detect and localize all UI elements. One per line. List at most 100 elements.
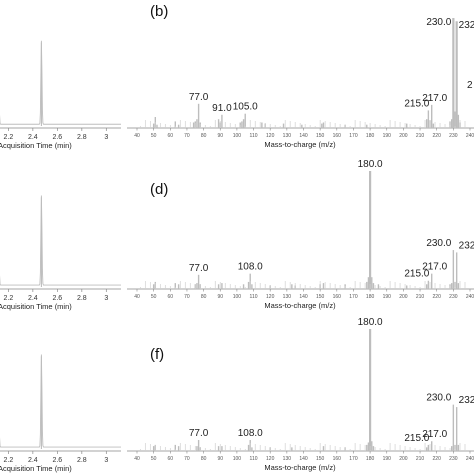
x-tick-label: 150 <box>316 133 325 139</box>
peak-annotation: 232.0 <box>459 395 474 406</box>
mass-spectrum-panel: 40 50 60 70 80 90 100 110 120 130 140 150 160 170 180 1… <box>127 159 474 310</box>
x-tick-label: 3 <box>104 295 108 302</box>
x-tick-label: 200 <box>399 456 408 462</box>
x-tick-label: 170 <box>349 294 358 300</box>
x-tick-label: 2.4 <box>28 134 38 141</box>
x-tick-label: 2.8 <box>77 457 87 464</box>
x-tick-label: 60 <box>168 456 174 462</box>
x-tick-label: 190 <box>383 456 392 462</box>
x-tick-label: 190 <box>383 133 392 139</box>
x-tick-label: 80 <box>201 456 207 462</box>
peak-annotation: 108.0 <box>238 428 263 439</box>
panel-label: (b) <box>150 3 168 20</box>
x-tick-label: 210 <box>416 456 425 462</box>
x-tick-label: 140 <box>299 456 308 462</box>
x-tick-label: 170 <box>349 456 358 462</box>
x-tick-label: 230 <box>449 456 458 462</box>
x-tick-label: 240 <box>466 456 474 462</box>
chromatogram-panel: 2.2 2.4 2.6 2.8 3 Acquisition Time (min) <box>0 195 121 311</box>
x-tick-label: 50 <box>151 294 157 300</box>
x-tick-label: 160 <box>333 133 342 139</box>
x-tick-label: 200 <box>399 133 408 139</box>
peak-annotation: 77.0 <box>189 428 209 439</box>
x-tick-label: 210 <box>416 133 425 139</box>
x-tick-label: 40 <box>134 133 140 139</box>
x-tick-label: 90 <box>217 456 223 462</box>
x-tick-label: 190 <box>383 294 392 300</box>
x-tick-label: 60 <box>168 294 174 300</box>
x-tick-label: 120 <box>266 456 275 462</box>
x-tick-label: 150 <box>316 294 325 300</box>
x-tick-label: 50 <box>151 133 157 139</box>
x-tick-label: 130 <box>283 294 292 300</box>
peak-annotation: 215.0 <box>404 269 429 280</box>
peak-annotation: 180.0 <box>358 159 383 170</box>
x-tick-label: 90 <box>217 294 223 300</box>
x-tick-label: 2.6 <box>52 295 62 302</box>
x-tick-label: 2.6 <box>52 134 62 141</box>
x-tick-label: 240 <box>466 133 474 139</box>
x-tick-label: 220 <box>433 456 442 462</box>
chromatogram-trace <box>0 195 121 286</box>
chromatogram-trace <box>0 354 121 448</box>
x-tick-label: 160 <box>333 294 342 300</box>
x-tick-label: 2.4 <box>28 457 38 464</box>
peak-annotation: 217.0 <box>422 93 447 104</box>
x-axis-title: Acquisition Time (min) <box>0 464 72 473</box>
peak-annotation: 215.0 <box>404 433 429 444</box>
mass-spectrum-panel: 40 50 60 70 80 90 100 110 120 130 140 150 160 170 180 1… <box>127 317 474 472</box>
peak-annotation: 217.0 <box>422 262 447 273</box>
x-tick-label: 100 <box>233 294 242 300</box>
x-tick-label: 3 <box>104 457 108 464</box>
panel-label: (d) <box>150 181 168 198</box>
x-tick-label: 40 <box>134 294 140 300</box>
peak-annotation: 108.0 <box>238 262 263 273</box>
x-tick-label: 80 <box>201 294 207 300</box>
x-tick-label: 120 <box>266 133 275 139</box>
mass-spectrum-panel: 40 50 60 70 80 90 100 110 120 130 140 150 160 170 180 1… <box>127 3 474 149</box>
x-tick-label: 70 <box>184 456 190 462</box>
x-tick-label: 60 <box>168 133 174 139</box>
x-tick-label: 220 <box>433 294 442 300</box>
x-tick-label: 230 <box>449 133 458 139</box>
x-tick-label: 180 <box>366 133 375 139</box>
x-tick-label: 100 <box>233 456 242 462</box>
x-tick-label: 160 <box>333 456 342 462</box>
x-tick-label: 120 <box>266 294 275 300</box>
x-tick-label: 2.2 <box>3 295 13 302</box>
x-tick-label: 90 <box>217 133 223 139</box>
x-tick-label: 2.4 <box>28 295 38 302</box>
chromatogram-panel: 2.2 2.4 2.6 2.8 3 Acquisition Time (min) <box>0 354 121 473</box>
x-tick-label: 2.8 <box>77 134 87 141</box>
x-tick-label: 170 <box>349 133 358 139</box>
x-tick-label: 150 <box>316 456 325 462</box>
x-tick-label: 200 <box>399 294 408 300</box>
x-tick-label: 2.2 <box>3 134 13 141</box>
x-axis-title: Mass-to-charge (m/z) <box>264 301 336 310</box>
peak-annotation: 230.0 <box>426 17 451 28</box>
peak-annotation: 180.0 <box>358 317 383 328</box>
peak-annotation: 232.0 <box>459 20 474 31</box>
x-axis-title: Mass-to-charge (m/z) <box>264 463 336 472</box>
x-tick-label: 2.2 <box>3 457 13 464</box>
peak-annotation: 91.0 <box>212 103 232 114</box>
x-tick-label: 110 <box>250 133 258 139</box>
peak-annotation: 230.0 <box>426 238 451 249</box>
peak-annotation: 232.0 <box>459 240 474 251</box>
peak-annotation: 215.0 <box>404 98 429 109</box>
x-tick-label: 3 <box>104 134 108 141</box>
x-tick-label: 240 <box>466 294 474 300</box>
x-axis-title: Acquisition Time (min) <box>0 302 72 311</box>
peak-annotation: 217.0 <box>422 429 447 440</box>
x-tick-label: 220 <box>433 133 442 139</box>
chromatogram-panel: 2.2 2.4 2.6 2.8 3 Acquisition Time (min) <box>0 40 121 150</box>
peak-annotation: 77.0 <box>189 92 209 103</box>
x-tick-label: 140 <box>299 133 308 139</box>
x-tick-label: 130 <box>283 133 292 139</box>
x-tick-label: 70 <box>184 133 190 139</box>
x-axis-title: Acquisition Time (min) <box>0 141 72 150</box>
x-tick-label: 2.8 <box>77 295 87 302</box>
x-tick-label: 180 <box>366 456 375 462</box>
x-tick-label: 50 <box>151 456 157 462</box>
